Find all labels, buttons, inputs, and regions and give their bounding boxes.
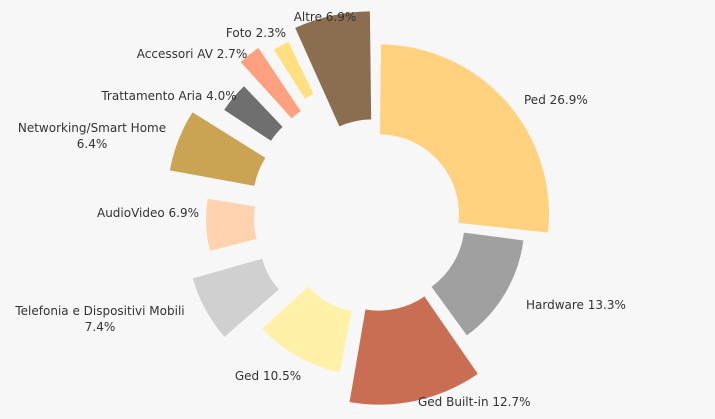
slice-accessori-av[interactable] — [240, 47, 301, 119]
slice-ged-built-in[interactable] — [349, 296, 478, 405]
data-label-hardware: Hardware 13.3% — [526, 298, 626, 312]
data-label-ged-built-in: Ged Built-in 12.7% — [418, 395, 531, 409]
slice-networking-smart-home[interactable] — [169, 112, 266, 186]
data-label-foto: Foto 2.3% — [226, 26, 286, 40]
slice-ged[interactable] — [262, 286, 352, 373]
slices-group — [169, 11, 549, 405]
slice-telefonia-e-dispositivi-mobili[interactable] — [192, 258, 279, 337]
data-label-trattamento-aria: Trattamento Aria 4.0% — [100, 89, 236, 103]
slice-trattamento-aria[interactable] — [224, 86, 283, 141]
slice-hardware[interactable] — [431, 232, 524, 336]
slice-altre[interactable] — [295, 11, 372, 127]
data-label-ged: Ged 10.5% — [235, 369, 301, 383]
data-label-altre: Altre 6.9% — [294, 10, 357, 24]
data-label-audiovideo: AudioVideo 6.9% — [97, 206, 199, 220]
labels-group: Ped 26.9% Hardware 13.3% Ged Built-in 12.7… — [14, 10, 626, 409]
slice-foto[interactable] — [273, 41, 314, 99]
data-label-telefonia-e-dispositivi-mobili: Telefonia e Dispositivi Mobili 7.4% — [14, 304, 184, 334]
data-label-ped: Ped 26.9% — [524, 93, 588, 107]
slice-audiovideo[interactable] — [206, 198, 257, 251]
data-label-accessori-av: Accessori AV 2.7% — [137, 47, 247, 61]
data-label-networking-smart-home: Networking/Smart Home 6.4% — [18, 121, 166, 151]
slice-ped[interactable] — [379, 44, 549, 233]
